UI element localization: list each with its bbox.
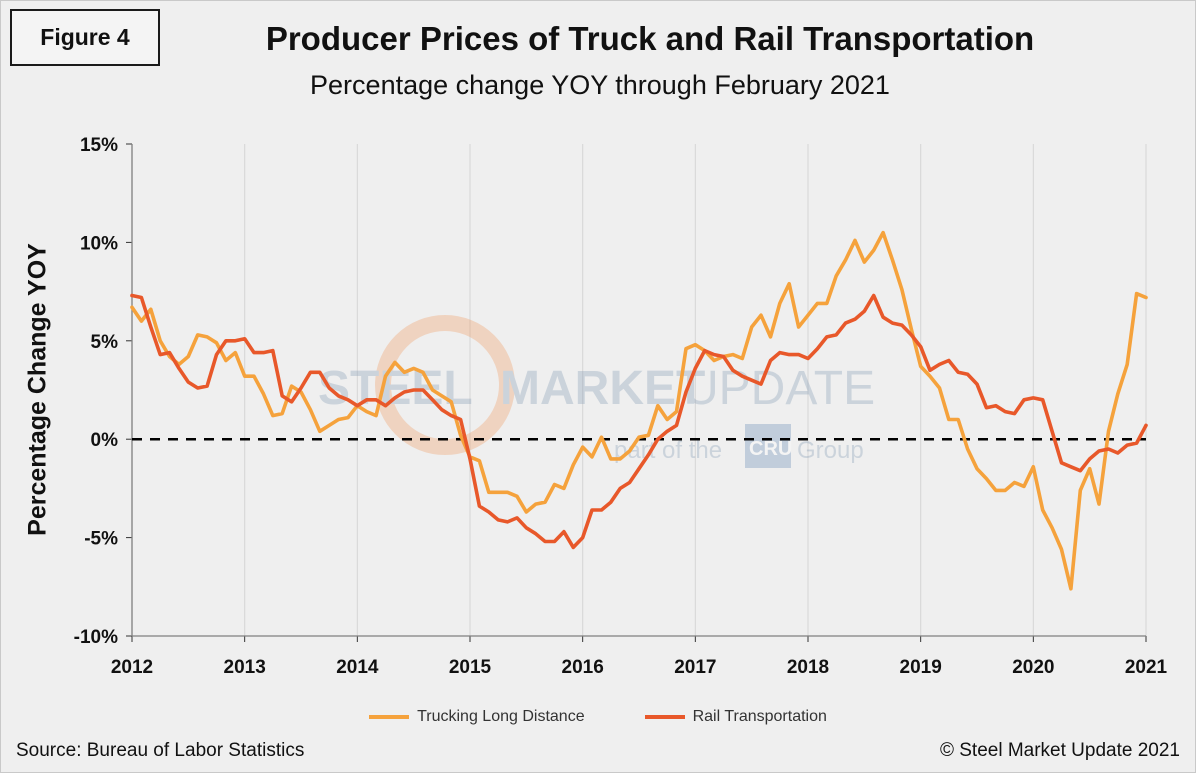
source-note: Source: Bureau of Labor Statistics [16, 740, 305, 761]
x-tick-label: 2014 [336, 657, 379, 678]
watermark-cru-box [745, 424, 791, 468]
y-tick-label: -10% [74, 627, 118, 648]
watermark-logo: STEEL MARKET UPDATE part of the CRU Grou… [318, 315, 875, 468]
chart-subtitle: Percentage change YOY through February 2… [310, 70, 890, 100]
legend-label-rail: Rail Transportation [692, 708, 827, 725]
y-tick-label: 5% [91, 332, 119, 353]
gridlines [244, 144, 1147, 636]
series-line-rail [130, 293, 1148, 550]
chart-title: Producer Prices of Truck and Rail Transp… [265, 20, 1035, 57]
x-tick-label: 2016 [562, 657, 604, 678]
watermark-tagline-post: Group [797, 437, 864, 464]
x-tick-label: 2021 [1125, 657, 1168, 678]
legend: Trucking Long Distance Rail Transportati… [0, 708, 1196, 726]
y-tick-label: 15% [80, 135, 118, 156]
watermark-steel: STEEL [318, 362, 473, 415]
y-tick-label: 0% [91, 430, 119, 451]
y-tick-label: 10% [80, 233, 118, 254]
watermark-market: MARKET [500, 362, 705, 415]
legend-swatch-rail [644, 715, 685, 719]
legend-label-trucking: Trucking Long Distance [417, 708, 585, 725]
legend-swatch-trucking [369, 715, 410, 719]
watermark-update: UPDATE [684, 362, 875, 415]
series-line-trucking [130, 230, 1148, 591]
x-tick-label: 2015 [449, 657, 492, 678]
x-tick-label: 2019 [900, 657, 942, 678]
x-tick-label: 2018 [787, 657, 829, 678]
figure-label: Figure 4 [10, 9, 160, 66]
x-tick-label: 2020 [1012, 657, 1054, 678]
y-tick-label: -5% [84, 529, 118, 550]
x-tick-label: 2017 [674, 657, 716, 678]
legend-item-rail: Rail Transportation [644, 708, 827, 726]
watermark-tagline-logo: CRU [749, 438, 792, 460]
x-tick-label: 2012 [111, 657, 153, 678]
series-lines [130, 230, 1148, 591]
x-tick-label: 2013 [224, 657, 266, 678]
copyright-note: © Steel Market Update 2021 [939, 740, 1180, 761]
legend-item-trucking: Trucking Long Distance [369, 708, 585, 726]
